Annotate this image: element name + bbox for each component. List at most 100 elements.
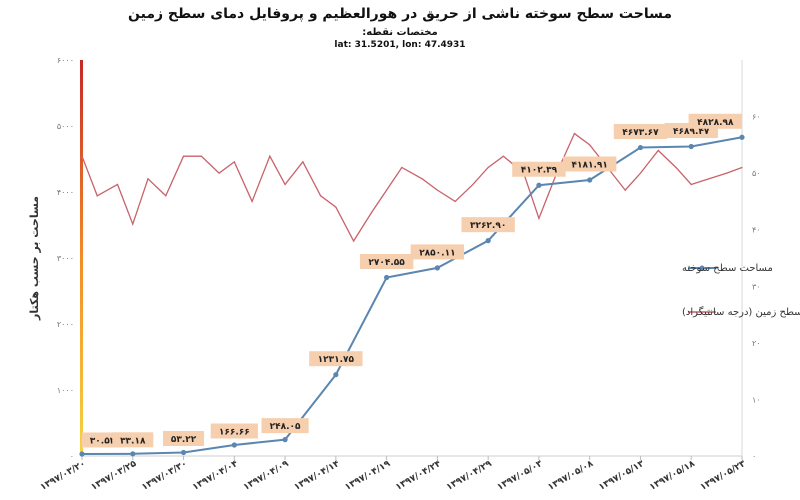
y2-tick-label: ۵۰ bbox=[752, 169, 761, 178]
x-tick-label: ۱۳۹۷/۰۳/۲۰ bbox=[39, 459, 88, 493]
burned-area-point bbox=[282, 437, 288, 443]
temperature-point bbox=[675, 166, 677, 169]
temperature-point bbox=[233, 161, 235, 163]
data-label: ۱۶۶.۶۶ bbox=[219, 428, 250, 438]
data-label: ۴۶۷۳.۶۷ bbox=[622, 128, 659, 138]
temperature-point bbox=[538, 217, 540, 219]
temperature-point bbox=[147, 178, 149, 180]
data-label-box bbox=[112, 432, 154, 448]
series-line-temperature bbox=[81, 132, 743, 243]
y-axis-label: مساحت بر حسب هکتار bbox=[28, 196, 41, 321]
y2-tick-label: ۰ bbox=[752, 452, 756, 461]
x-tick-label: ۱۳۹۷/۰۴/۰۴ bbox=[191, 459, 240, 493]
temperature-point bbox=[624, 189, 626, 191]
temperature-point bbox=[726, 172, 728, 174]
data-label: ۳۰.۵۴ bbox=[90, 436, 116, 446]
y2-tick-label: ۶۰ bbox=[752, 113, 761, 122]
y-tick-label: ۴۰۰۰ bbox=[57, 188, 74, 197]
x-tick-label: ۱۳۹۷/۰۳/۲۵ bbox=[90, 459, 139, 493]
data-label: ۴۸۲۸.۹۸ bbox=[697, 118, 734, 128]
legend-label-area: مساحت سطح سوخته bbox=[682, 263, 773, 274]
burned-area-point bbox=[434, 265, 440, 271]
y-tick-label: ۳۰۰۰ bbox=[57, 254, 74, 263]
data-label-box bbox=[410, 244, 465, 260]
data-label-box bbox=[261, 418, 309, 434]
y-tick-label: ۰ bbox=[70, 452, 74, 461]
burned-area-point bbox=[536, 182, 542, 188]
data-label: ۴۱۰۲.۳۹ bbox=[521, 166, 558, 176]
legend-label-temp: دمای سطح زمین (درجه سانتیگراد) bbox=[682, 306, 800, 318]
temperature-point bbox=[218, 172, 220, 174]
data-label-box bbox=[688, 113, 742, 129]
x-tick-label: ۱۳۹۷/۰۵/۱۳ bbox=[597, 459, 646, 493]
legend-marker-area bbox=[699, 265, 705, 271]
burned-area-point bbox=[485, 238, 491, 244]
temperature-point bbox=[284, 183, 286, 186]
burned-area-point bbox=[637, 144, 644, 151]
data-label-box bbox=[512, 161, 566, 177]
temperature-point bbox=[589, 144, 591, 146]
temperature-point bbox=[320, 195, 322, 197]
data-label-box bbox=[163, 430, 205, 446]
data-label-box bbox=[309, 351, 363, 367]
y2-tick-label: ۴۰ bbox=[752, 226, 761, 235]
temperature-point bbox=[200, 155, 202, 157]
temperature-point bbox=[269, 155, 271, 157]
temperature-point bbox=[741, 166, 743, 169]
chart-subtitle: مختصات نقطه: bbox=[362, 27, 438, 38]
temperature-point bbox=[421, 178, 423, 180]
burned-area-point bbox=[688, 143, 694, 150]
temperature-point bbox=[386, 189, 388, 191]
data-label-box bbox=[210, 423, 258, 439]
data-label: ۲۷۰۴.۵۵ bbox=[368, 258, 405, 268]
burned-area-point bbox=[333, 372, 339, 378]
x-tick-label: ۱۳۹۷/۰۳/۳۰ bbox=[140, 459, 189, 493]
data-label: ۳۲۶۲.۹۰ bbox=[470, 221, 506, 231]
burned-area-point bbox=[180, 449, 187, 456]
y-tick-label: ۲۰۰۰ bbox=[57, 320, 74, 329]
temperature-point bbox=[96, 195, 98, 197]
temperature-point bbox=[639, 172, 642, 174]
chart-title: مساحت سطح سوخته ناشی از حریق در هورالعظی… bbox=[128, 6, 672, 22]
data-label: ۲۴۸.۰۵ bbox=[270, 422, 301, 432]
x-tick-label: ۱۳۹۷/۰۴/۲۹ bbox=[445, 459, 494, 493]
data-label: ۵۳.۲۲ bbox=[171, 435, 197, 445]
x-tick-label: ۱۳۹۷/۰۴/۰۹ bbox=[242, 459, 291, 493]
y-tick-label: ۵۰۰۰ bbox=[57, 122, 74, 131]
temperature-point bbox=[657, 149, 659, 152]
burned-area-point bbox=[587, 177, 593, 183]
temperature-point bbox=[251, 200, 253, 203]
x-tick-label: ۱۳۹۷/۰۵/۰۳ bbox=[496, 459, 545, 493]
data-label-box bbox=[359, 253, 414, 269]
burned-area-point bbox=[231, 442, 237, 448]
x-tick-label: ۱۳۹۷/۰۵/۱۸ bbox=[648, 459, 697, 493]
burned-area-point bbox=[384, 274, 390, 281]
x-tick-label: ۱۳۹۷/۰۵/۲۳ bbox=[699, 459, 748, 493]
chart-coordinates: lat: 31.5201, lon: 47.4931 bbox=[334, 40, 466, 50]
data-label-box bbox=[613, 124, 668, 140]
temperature-point bbox=[335, 206, 337, 208]
temperature-point bbox=[502, 155, 504, 157]
temperature-point bbox=[132, 223, 134, 225]
data-label: ۳۳.۱۸ bbox=[120, 436, 146, 446]
x-tick-label: ۱۳۹۷/۰۵/۰۸ bbox=[546, 459, 595, 493]
temperature-point bbox=[182, 155, 185, 157]
legend: مساحت سطح سوخته دمای سطح زمین (درجه سانت… bbox=[682, 263, 800, 318]
series-line-burned-area bbox=[81, 136, 743, 455]
burned-area-point bbox=[79, 451, 85, 457]
temperature-point bbox=[370, 212, 372, 214]
burned-area-point bbox=[739, 134, 745, 140]
temperature-point bbox=[81, 155, 83, 157]
temperature-point bbox=[302, 161, 304, 163]
left-axis-bar bbox=[80, 60, 83, 456]
x-tick-label: ۱۳۹۷/۰۴/۱۴ bbox=[293, 459, 342, 493]
temperature-point bbox=[353, 240, 355, 242]
data-label-box bbox=[461, 217, 515, 233]
data-label: ۴۶۸۹.۴۷ bbox=[673, 127, 710, 137]
temperature-point bbox=[487, 166, 489, 169]
temperature-point bbox=[436, 189, 438, 191]
temperature-point bbox=[116, 183, 119, 186]
y-tick-label: ۱۰۰۰ bbox=[57, 386, 74, 395]
y2-tick-label: ۱۰ bbox=[752, 395, 761, 404]
